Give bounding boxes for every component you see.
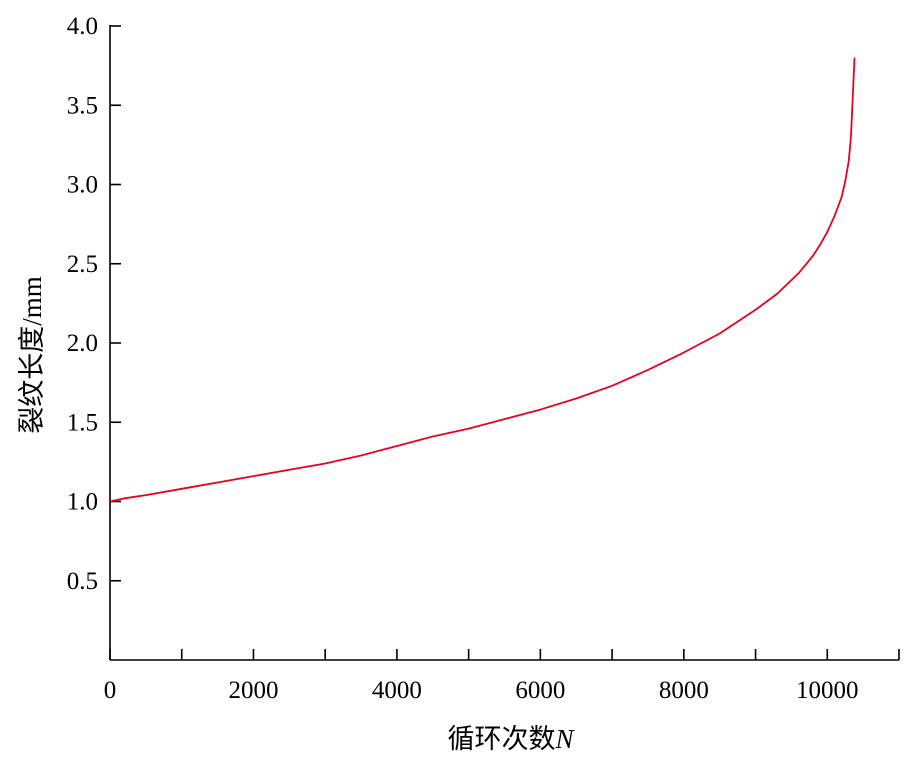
x-tick-label: 10000 xyxy=(796,677,859,704)
x-ticks: 0 2000 4000 6000 8000 10000 xyxy=(104,649,900,704)
y-tick-label: 3.0 xyxy=(67,172,98,199)
y-tick-label: 2.0 xyxy=(67,330,98,357)
x-tick-label: 0 xyxy=(104,677,117,704)
x-axis-label: 循环次数 xyxy=(447,724,555,754)
y-tick-label: 3.5 xyxy=(67,92,98,119)
y-axis-title: 裂纹长度/mm xyxy=(17,276,47,434)
y-tick-label: 1.5 xyxy=(67,409,98,436)
x-tick-label: 6000 xyxy=(515,677,565,704)
axes xyxy=(109,25,899,661)
series-line xyxy=(109,57,856,503)
x-tick-label: 8000 xyxy=(659,677,709,704)
series-group xyxy=(109,57,856,503)
x-tick-label: 2000 xyxy=(228,677,278,704)
x-axis-title: 循环次数N xyxy=(447,724,575,754)
y-tick-label: 1.0 xyxy=(67,489,98,516)
x-axis-variable: N xyxy=(554,724,575,754)
y-tick-label: 4.0 xyxy=(67,13,98,40)
y-tick-label: 0.5 xyxy=(67,568,98,595)
y-ticks: 0.5 1.0 1.5 2.0 2.5 3.0 3.5 4.0 xyxy=(67,13,121,595)
x-tick-label: 4000 xyxy=(372,677,422,704)
y-tick-label: 2.5 xyxy=(67,251,98,278)
